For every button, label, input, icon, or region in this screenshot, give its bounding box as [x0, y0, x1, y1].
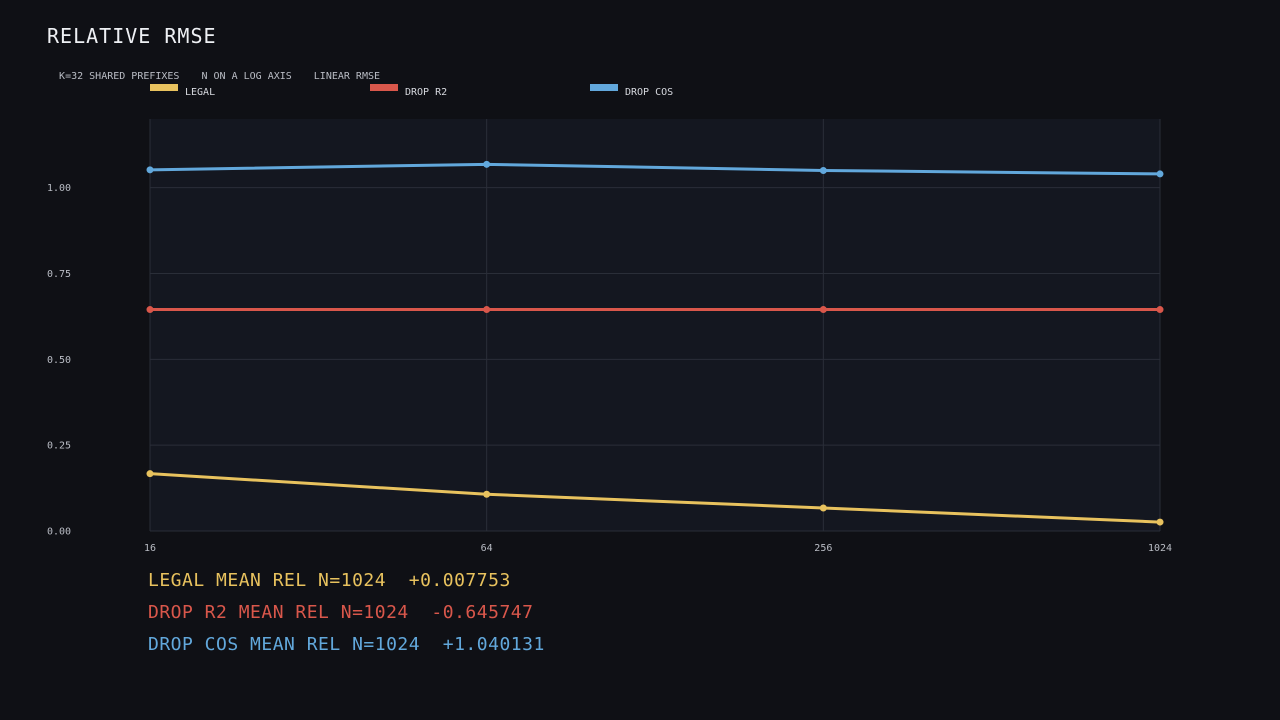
plot-area: [150, 119, 1160, 531]
data-point-drop-cos: [146, 166, 154, 174]
subtitle-prefixes: K=32 SHARED PREFIXES: [59, 71, 180, 82]
data-point-drop-r2: [146, 306, 154, 314]
data-point-drop-r2: [819, 306, 827, 314]
y-tick-label: 1.00: [47, 183, 71, 194]
stat-drop-r2: DROP R2 MEAN REL N=1024 -0.645747: [148, 602, 534, 623]
y-tick-label: 0.50: [47, 355, 71, 366]
subtitle-log-axis: N ON A LOG AXIS: [201, 71, 292, 82]
stat-legal: LEGAL MEAN REL N=1024 +0.007753: [148, 570, 511, 591]
data-point-legal: [483, 490, 491, 498]
data-point-legal: [146, 470, 154, 478]
data-point-drop-r2: [1156, 306, 1164, 314]
x-tick-label: 256: [814, 543, 832, 554]
data-point-legal: [1156, 518, 1164, 526]
y-tick-label: 0.00: [47, 527, 71, 538]
data-point-drop-cos: [819, 167, 827, 174]
data-point-drop-cos: [483, 160, 491, 168]
legend-label-drop-r2: DROP R2: [405, 87, 448, 98]
legend-swatch-legal: [150, 84, 178, 91]
stat-drop-cos: DROP COS MEAN REL N=1024 +1.040131: [148, 634, 545, 655]
chart-title: RELATIVE RMSE: [47, 24, 217, 48]
y-tick-label: 0.25: [47, 441, 71, 452]
data-point-legal: [819, 504, 827, 512]
legend-label-drop-cos: DROP COS: [625, 87, 674, 98]
data-point-drop-r2: [483, 306, 491, 314]
x-tick-label: 16: [144, 543, 156, 554]
legend-swatch-drop-r2: [370, 84, 398, 91]
data-point-drop-cos: [1156, 170, 1164, 178]
y-tick-label: 0.75: [47, 269, 71, 280]
legend-swatch-drop-cos: [590, 84, 618, 91]
line-chart: 0.00 0.25 0.50 0.75 1.00 16 64 256 1024: [47, 119, 1172, 554]
chart-subtitle: K=32 SHARED PREFIXES N ON A LOG AXIS LINEA…: [47, 60, 402, 82]
subtitle-linear-rmse: LINEAR RMSE: [313, 71, 381, 82]
summary-stats: LEGAL MEAN REL N=1024 +0.007753 DROP R2 …: [148, 570, 545, 666]
series-line-drop-cos: [149, 162, 1161, 176]
series-line-legal: [149, 472, 1161, 524]
x-tick-label: 64: [481, 543, 493, 554]
legend-label-legal: LEGAL: [185, 87, 216, 98]
x-tick-label: 1024: [1148, 543, 1172, 554]
